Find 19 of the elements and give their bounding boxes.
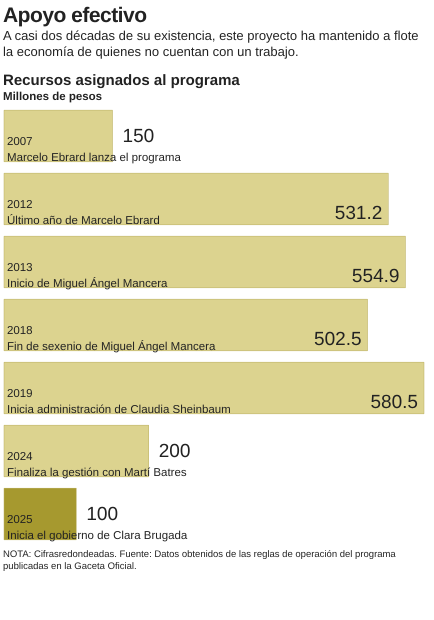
chart-title: Apoyo efectivo: [3, 4, 148, 28]
bar: [4, 298, 368, 352]
y-tick-label: 2012 Último año de Marcelo Ebrard: [7, 198, 160, 227]
y-tick-label: 2013 Inicio de Miguel Ángel Mancera: [7, 262, 168, 290]
data-label: 531.2: [334, 202, 382, 224]
bar: [4, 236, 406, 288]
bar: [4, 172, 389, 226]
data-label: 150: [122, 126, 154, 147]
annotation: NOTA: Cifrasredondeadas. Fuente: Datos obtenidos de las reglas de operación del programa publicadas en la Gaceta Oficial.: [3, 549, 397, 573]
x-axis-title: Millones de pesos: [3, 91, 104, 103]
y-tick-label: 2019 Inicia administración de Claudia Sheinbaum: [7, 388, 231, 416]
data-label: 554.9: [352, 266, 400, 287]
bar: [4, 362, 424, 414]
data-label: 580.5: [370, 392, 418, 414]
text: Recursos asignados al programa: [3, 72, 241, 89]
bar: [4, 424, 149, 478]
chart-subtitle: A casi dos décadas de su existencia, este proyecto ha mantenido a flote la economía de quienes no cuentan con un trabajo.: [3, 28, 420, 60]
data-label: 502.5: [314, 329, 362, 350]
y-tick-label: 2018 Fin de sexenio de Miguel Ángel Mancera: [7, 325, 216, 353]
